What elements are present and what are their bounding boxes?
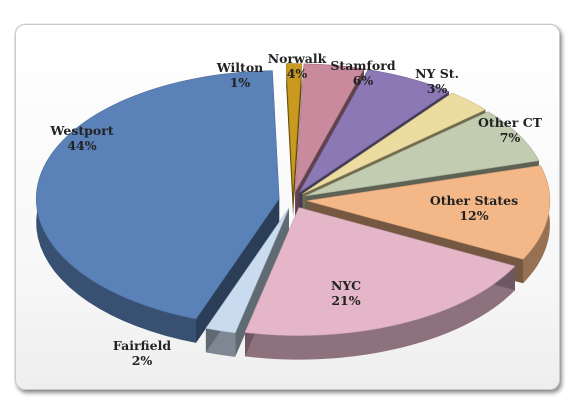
slice-wilton: [285, 63, 302, 192]
slice-label-other-states: Other States: [430, 193, 518, 208]
slice-label-stamford: Stamford: [330, 58, 395, 73]
slice-label-fairfield: Fairfield: [113, 338, 171, 353]
slice-norwalk: [294, 63, 365, 192]
slice-label-nyc: NYC: [331, 278, 361, 293]
slice-value-westport: 44%: [67, 138, 96, 153]
slice-nyc: [244, 207, 516, 336]
slice-value-ny-st: 3%: [427, 81, 448, 96]
slice-label-other-ct: Other CT: [478, 115, 543, 130]
slice-other-states: [306, 165, 551, 260]
slice-ny-st: [302, 92, 487, 195]
slice-westport: [35, 70, 280, 320]
slice-value-norwalk: 4%: [287, 66, 308, 81]
slice-label-wilton: Wilton: [216, 60, 264, 75]
slice-side-wilton-0: [286, 63, 294, 216]
slice-value-wilton: 1%: [230, 75, 251, 90]
slice-tops: [35, 63, 551, 336]
slice-label-norwalk: Norwalk: [268, 51, 327, 66]
slice-side-wilton-1: [293, 63, 302, 216]
slice-value-nyc: 21%: [331, 293, 360, 308]
slice-value-stamford: 6%: [353, 73, 374, 88]
slice-other-ct: [305, 111, 540, 197]
slice-wall-nyc: [245, 266, 515, 360]
slice-value-fairfield: 2%: [132, 353, 153, 368]
slice-value-other-ct: 7%: [500, 130, 521, 145]
slice-label-westport: Westport: [49, 123, 113, 138]
slice-value-other-states: 12%: [459, 208, 488, 223]
slice-wall-other-states: [523, 165, 550, 284]
slice-fairfield: [205, 207, 290, 334]
slice-side-westport-0: [196, 198, 280, 343]
slice-label-ny-st: NY St.: [415, 66, 459, 81]
slice-stamford: [299, 69, 450, 193]
